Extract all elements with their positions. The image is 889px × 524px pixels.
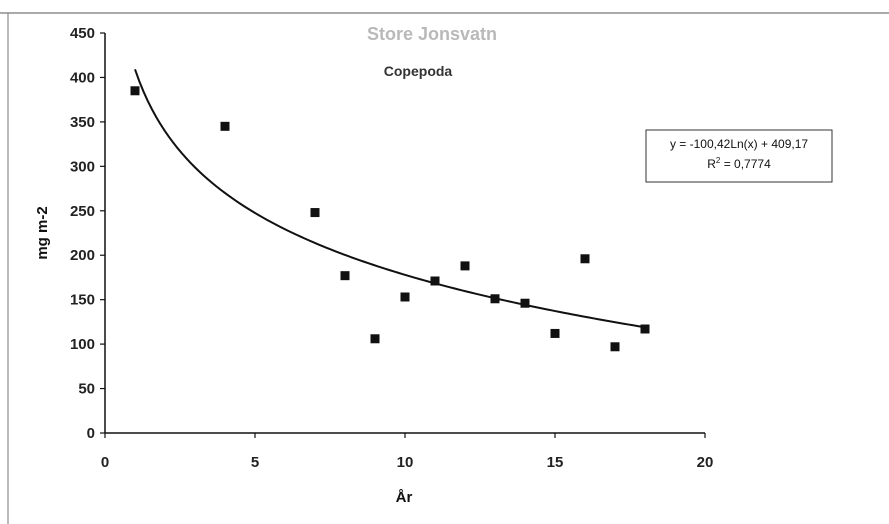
y-tick-label: 250: [70, 203, 95, 220]
data-point: [400, 292, 410, 302]
data-point: [580, 254, 590, 264]
equation-label: y = -100,42Ln(x) + 409,17: [670, 137, 808, 151]
data-point: [490, 294, 500, 304]
data-point: [340, 271, 350, 281]
trendline-equation-box: y = -100,42Ln(x) + 409,17 R2 = 0,7774: [645, 129, 833, 183]
trendline: [134, 68, 646, 329]
chart-subtitle: Copepoda: [384, 63, 453, 79]
x-tick-label: 20: [697, 454, 714, 471]
data-point: [430, 276, 440, 286]
r-squared-prefix: R: [707, 157, 716, 171]
y-tick-label: 300: [70, 158, 95, 175]
data-point: [610, 342, 620, 352]
r-squared-superscript: 2: [716, 156, 721, 165]
y-tick-label: 350: [70, 114, 95, 131]
data-point: [460, 261, 470, 271]
x-tick-label: 5: [251, 454, 259, 471]
y-tick-label: 400: [70, 69, 95, 86]
data-point: [130, 86, 140, 96]
data-point: [310, 208, 320, 218]
y-axis-title: mg m-2: [34, 206, 51, 259]
r-squared-label: R2 = 0,7774: [707, 156, 771, 171]
equation-box-border: [645, 129, 833, 183]
data-points: [130, 86, 650, 352]
data-point: [520, 298, 530, 308]
data-point: [370, 334, 380, 344]
x-tick-label: 0: [101, 454, 109, 471]
y-tick-label: 0: [87, 425, 95, 442]
y-tick-label: 450: [70, 25, 95, 42]
y-tick-label: 100: [70, 336, 95, 353]
x-tick-label: 15: [547, 454, 564, 471]
data-point: [220, 121, 230, 131]
data-point: [550, 328, 560, 338]
data-point: [640, 324, 650, 334]
x-axis-ticks: 0 5 10 15 20: [101, 433, 714, 471]
y-tick-label: 200: [70, 247, 95, 264]
y-tick-label: 150: [70, 292, 95, 309]
x-tick-label: 10: [397, 454, 414, 471]
chart-title: Store Jonsvatn: [367, 24, 497, 44]
x-axis-title: År: [396, 489, 413, 506]
r-squared-value: = 0,7774: [720, 157, 771, 171]
y-axis-ticks: 0 50 100 150 200 250 300 350 400 450: [70, 25, 105, 442]
y-tick-label: 50: [78, 381, 95, 398]
